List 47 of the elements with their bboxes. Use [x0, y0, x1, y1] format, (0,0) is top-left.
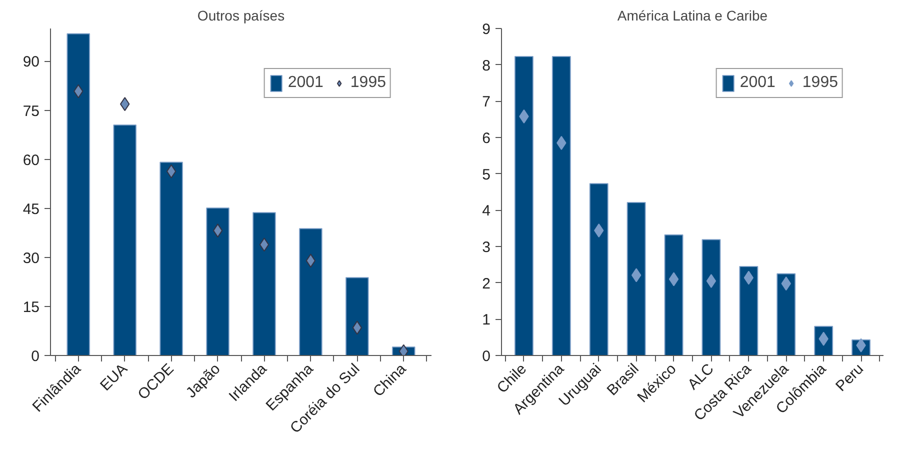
y-tick-label: 7: [482, 94, 490, 111]
bar: [664, 234, 684, 356]
bar: [702, 239, 721, 356]
legend-label: 2001: [288, 74, 324, 92]
bar: [160, 162, 183, 356]
legend-label: 1995: [802, 74, 838, 92]
bar: [113, 124, 136, 356]
y-tick-label: 8: [482, 57, 490, 74]
bar: [552, 56, 571, 356]
bar: [514, 56, 534, 356]
y-tick-label: 1: [482, 312, 490, 329]
point: [668, 272, 679, 286]
chart-title: Outros países: [197, 8, 285, 24]
point: [212, 224, 223, 238]
point: [744, 270, 754, 285]
bar: [346, 277, 369, 356]
y-tick-label: 2: [482, 275, 490, 292]
bar: [589, 183, 608, 356]
bar: [206, 208, 230, 356]
bar: [626, 202, 646, 356]
point: [631, 268, 642, 282]
point: [306, 254, 316, 268]
y-tick-label: 45: [22, 200, 40, 218]
legend-label: 2001: [740, 74, 776, 92]
y-tick-label: 0: [31, 348, 40, 365]
y-tick-label: 90: [22, 54, 40, 71]
bar: [776, 273, 796, 356]
y-tick-label: 6: [482, 130, 490, 147]
y-tick-label: 4: [482, 202, 490, 220]
y-tick-label: 30: [22, 250, 40, 267]
y-tick-label: 75: [22, 102, 40, 120]
bar: [739, 266, 758, 356]
bar: [299, 228, 322, 356]
y-tick-label: 3: [482, 239, 490, 256]
y-tick-label: 60: [22, 152, 40, 169]
y-tick-label: 9: [482, 21, 490, 38]
point: [259, 238, 270, 252]
bar: [66, 33, 90, 356]
y-tick-label: 0: [482, 348, 490, 365]
x-tick-label: EUA: [97, 360, 131, 394]
point: [166, 164, 176, 178]
chart-title: América Latina e Caribe: [617, 8, 768, 24]
point: [706, 274, 716, 288]
bar: [252, 212, 276, 356]
y-tick-label: 15: [22, 298, 40, 316]
legend-label: 1995: [350, 74, 386, 92]
y-tick-label: 5: [482, 166, 490, 184]
